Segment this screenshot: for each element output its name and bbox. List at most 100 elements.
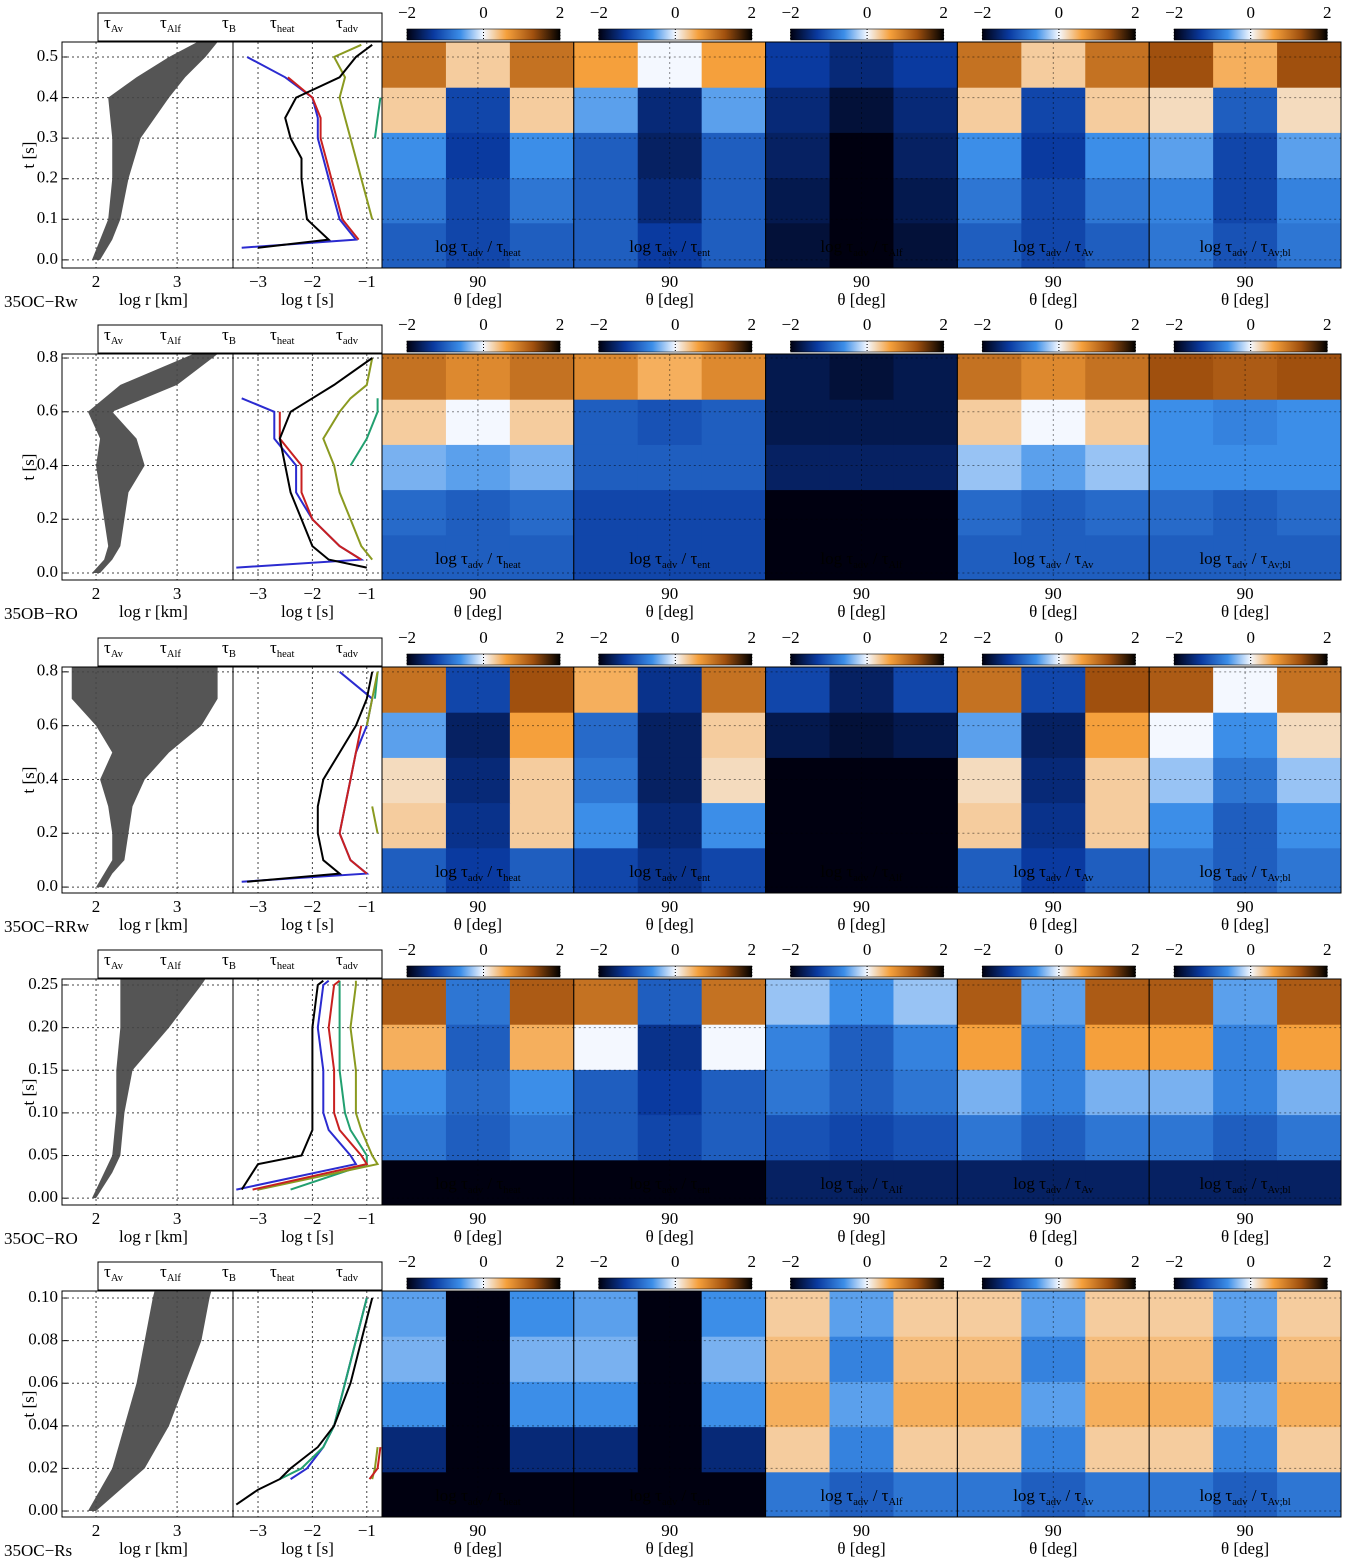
- timescale-line: [236, 397, 365, 569]
- heatmap-cell: [1277, 444, 1342, 491]
- colorbar-tick-label: −2: [398, 3, 416, 22]
- heatmap-cell: [1085, 712, 1150, 758]
- heatmap-cell: [382, 222, 447, 269]
- legend-entry-part: τ: [160, 950, 167, 969]
- heatmap-cell: [573, 1291, 639, 1337]
- heatmap-cell: [637, 757, 703, 804]
- legend-entry: τB: [222, 13, 236, 36]
- colorbar-tick-label: 0: [671, 1252, 680, 1271]
- heatmap-cell: [1021, 1381, 1086, 1428]
- heatmap-cell: [1213, 712, 1278, 758]
- colorbar-tick-label: 2: [1131, 315, 1140, 334]
- heatmap-cell: [1277, 802, 1342, 849]
- heatmap-cell: [445, 1069, 511, 1116]
- map-title-part: adv: [662, 1185, 678, 1196]
- timescale-line: [236, 979, 358, 1191]
- heatmap-cell: [893, 87, 958, 133]
- heatmap-cell: [573, 1114, 639, 1161]
- map-title: log τadv / τheat: [435, 549, 521, 572]
- heatmap-cell: [829, 1426, 894, 1473]
- heatmap-cell: [573, 667, 639, 713]
- legend-entry-part: Av: [111, 1273, 124, 1284]
- colorbar-tick-label: −2: [973, 628, 991, 647]
- heatmap-cell: [1085, 1114, 1150, 1161]
- heatmap-cell: [1021, 444, 1086, 491]
- x-axis-label: θ [deg]: [646, 915, 694, 934]
- map-title-part: / τ: [483, 237, 503, 256]
- heatmap-cell: [382, 757, 447, 804]
- legend-entry: τAlf: [160, 1262, 181, 1285]
- map-title-part: / τ: [677, 862, 697, 881]
- y-tick-label: 0.0: [37, 876, 58, 895]
- x-axis-label: θ [deg]: [837, 1227, 885, 1246]
- legend-entry-part: τ: [160, 325, 167, 344]
- map-title-part: Av: [1081, 1497, 1094, 1508]
- heatmap-cell: [445, 42, 511, 88]
- x-axis-label: log r [km]: [119, 915, 188, 934]
- y-tick-label: 0.10: [28, 1102, 58, 1121]
- heatmap-cell: [701, 489, 767, 536]
- map-title-part: / τ: [677, 1486, 697, 1505]
- map-title-part: log τ: [435, 549, 468, 568]
- y-tick-label: 0.0: [37, 562, 58, 581]
- panel-frame: [232, 353, 383, 581]
- map-title-part: Av: [1081, 560, 1094, 571]
- colorbar-tick-label: 2: [1131, 1252, 1140, 1271]
- shock-radius-band: [91, 42, 218, 260]
- heatmap-cell: [1085, 177, 1150, 224]
- heatmap-cell: [765, 1114, 831, 1161]
- heatmap-cell: [1213, 667, 1278, 713]
- heatmap-cell: [957, 354, 1022, 400]
- colorbar-tick-label: 2: [556, 940, 565, 959]
- colorbar-tick-label: −2: [590, 628, 608, 647]
- heatmap-cell: [637, 1291, 703, 1337]
- timescale-line: [241, 671, 374, 883]
- heatmap-cell: [637, 1471, 703, 1518]
- heatmap-cell: [1149, 1069, 1214, 1116]
- map-title-part: log τ: [820, 549, 853, 568]
- heatmap-cell: [893, 1114, 958, 1161]
- heatmap-cell: [637, 87, 703, 133]
- colorbar-tick-label: −2: [398, 315, 416, 334]
- heatmap-cell: [445, 1291, 511, 1337]
- map-title-part: Av: [1081, 873, 1094, 884]
- heatmap-cell: [829, 399, 894, 445]
- heatmap-cell: [509, 847, 575, 894]
- heatmap-cell: [1021, 399, 1086, 445]
- legend-entry: τAv: [104, 325, 124, 348]
- x-axis-label: log t [s]: [281, 290, 334, 309]
- heatmap-cell: [957, 1336, 1022, 1382]
- heatmap-cell: [829, 222, 894, 269]
- heatmap-cell: [637, 222, 703, 269]
- heatmap-cell: [637, 489, 703, 536]
- map-title: log τadv / τAlf: [820, 1486, 903, 1509]
- colorbar-tick-label: 0: [479, 1252, 488, 1271]
- heatmap-cell: [1085, 534, 1150, 581]
- x-tick-label: 90: [1045, 897, 1062, 916]
- heatmap-cell: [445, 979, 511, 1025]
- map-title-part: heat: [503, 873, 521, 884]
- colorbar-tick-label: 2: [556, 3, 565, 22]
- x-tick-label: 90: [1237, 584, 1254, 603]
- heatmap-cell: [382, 667, 447, 713]
- heatmap-cell: [1149, 177, 1214, 224]
- legend-entry: τadv: [336, 1262, 359, 1285]
- map-title-part: ent: [697, 560, 710, 571]
- heatmap-cell: [701, 222, 767, 269]
- heatmap-cell: [1213, 847, 1278, 894]
- colorbar-tick-label: −2: [1165, 940, 1183, 959]
- map-title-part: adv: [1232, 873, 1248, 884]
- legend-entry: τAlf: [160, 638, 181, 661]
- heatmap-cell: [1277, 1069, 1342, 1116]
- map-title-part: / τ: [1247, 1486, 1267, 1505]
- legend-entry: τheat: [270, 13, 294, 36]
- shock-radius-band: [91, 979, 206, 1199]
- y-tick-label: 0.15: [28, 1059, 58, 1078]
- heatmap-cell: [573, 1069, 639, 1116]
- map-title-part: log τ: [629, 1486, 662, 1505]
- heatmap-cell: [957, 1114, 1022, 1161]
- x-tick-label: 90: [853, 897, 870, 916]
- map-title-part: log τ: [435, 237, 468, 256]
- legend-box: [97, 12, 383, 42]
